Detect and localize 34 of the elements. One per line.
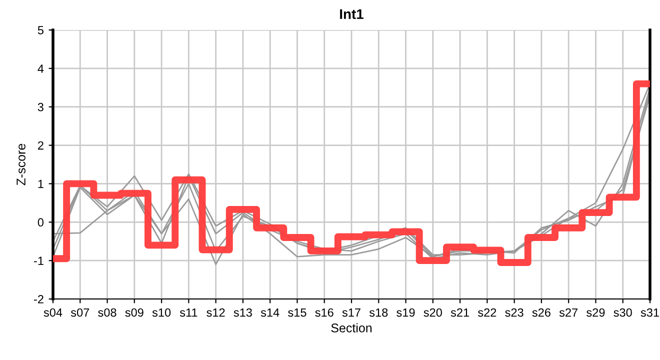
- y-tick-label: 0: [38, 218, 44, 227]
- y-tick-label: 1: [38, 180, 44, 188]
- x-tick-label: s22: [478, 308, 496, 317]
- x-tick-label: s08: [98, 308, 116, 317]
- x-tick-label: s16: [315, 308, 334, 317]
- x-tick-label: s07: [70, 308, 90, 317]
- x-tick-label: s30: [614, 308, 632, 317]
- y-tick-label: -1: [34, 256, 44, 265]
- chart-title: Int1: [340, 9, 364, 20]
- x-tick-label: s14: [260, 308, 280, 317]
- x-tick-label: s11: [180, 308, 198, 317]
- y-tick-label: 4: [38, 64, 44, 73]
- x-tick-label: s21: [450, 308, 469, 317]
- x-tick-label: s29: [586, 308, 605, 317]
- x-tick-label: s15: [288, 308, 306, 317]
- y-axis-title: Z-score: [16, 144, 26, 186]
- y-tick-label: 2: [38, 141, 44, 150]
- x-tick-label: s09: [125, 308, 144, 317]
- x-tick-label: s04: [44, 308, 62, 317]
- x-tick-label: s18: [369, 308, 388, 317]
- x-tick-label: s31: [640, 308, 659, 317]
- y-tick-label: 5: [38, 26, 44, 34]
- x-tick-label: s20: [424, 308, 442, 317]
- y-tick-label: 3: [38, 102, 44, 112]
- x-tick-label: s10: [152, 308, 171, 317]
- x-axis-title: Section: [331, 323, 372, 332]
- x-tick-label: s27: [559, 308, 578, 317]
- x-tick-label: s23: [505, 308, 524, 317]
- x-tick-label: s12: [206, 308, 225, 317]
- x-tick-label: s19: [396, 308, 415, 317]
- x-tick-label: s26: [532, 308, 550, 317]
- x-tick-label: s13: [234, 308, 252, 317]
- y-tick-label: -2: [34, 295, 44, 304]
- x-tick-label: s17: [342, 308, 360, 317]
